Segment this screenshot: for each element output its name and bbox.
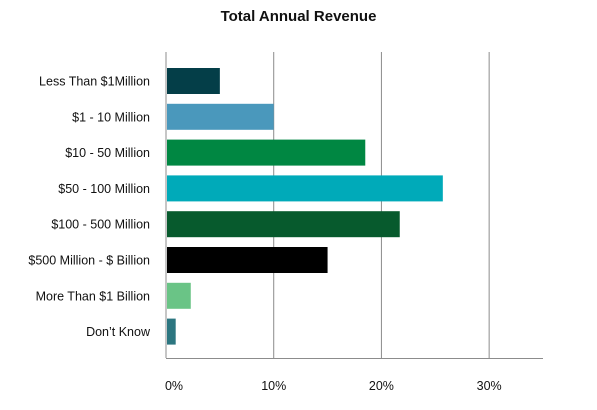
bar — [167, 282, 191, 309]
category-label: $1 - 10 Million — [72, 110, 150, 124]
chart-title: Total Annual Revenue — [220, 8, 377, 25]
x-tick-label: 30% — [477, 379, 502, 393]
bar — [167, 318, 176, 345]
bar — [167, 68, 220, 94]
bar — [167, 139, 366, 166]
category-label: More Than $1 Billion — [36, 289, 150, 303]
category-label: Less Than $1Million — [39, 75, 150, 89]
category-labels: Less Than $1Million $1 - 10 Million $10 - … — [28, 75, 151, 340]
x-tick-label: 20% — [369, 379, 394, 393]
x-tick-label: 0% — [165, 379, 183, 393]
bars — [167, 68, 443, 345]
category-label: $50 - 100 Million — [58, 182, 150, 196]
bar — [167, 247, 328, 273]
category-label: Don’t Know — [86, 325, 151, 339]
gridlines — [273, 52, 490, 358]
category-label: $100 - 500 Million — [51, 218, 150, 232]
bar — [167, 103, 274, 130]
category-label: $10 - 50 Million — [65, 146, 150, 160]
x-tick-label: 10% — [261, 379, 286, 393]
bar — [167, 175, 443, 202]
category-label: $500 Million - $ Billion — [28, 254, 150, 268]
bar — [167, 211, 400, 238]
x-tick-labels: 0% 10% 20% 30% — [165, 379, 502, 393]
